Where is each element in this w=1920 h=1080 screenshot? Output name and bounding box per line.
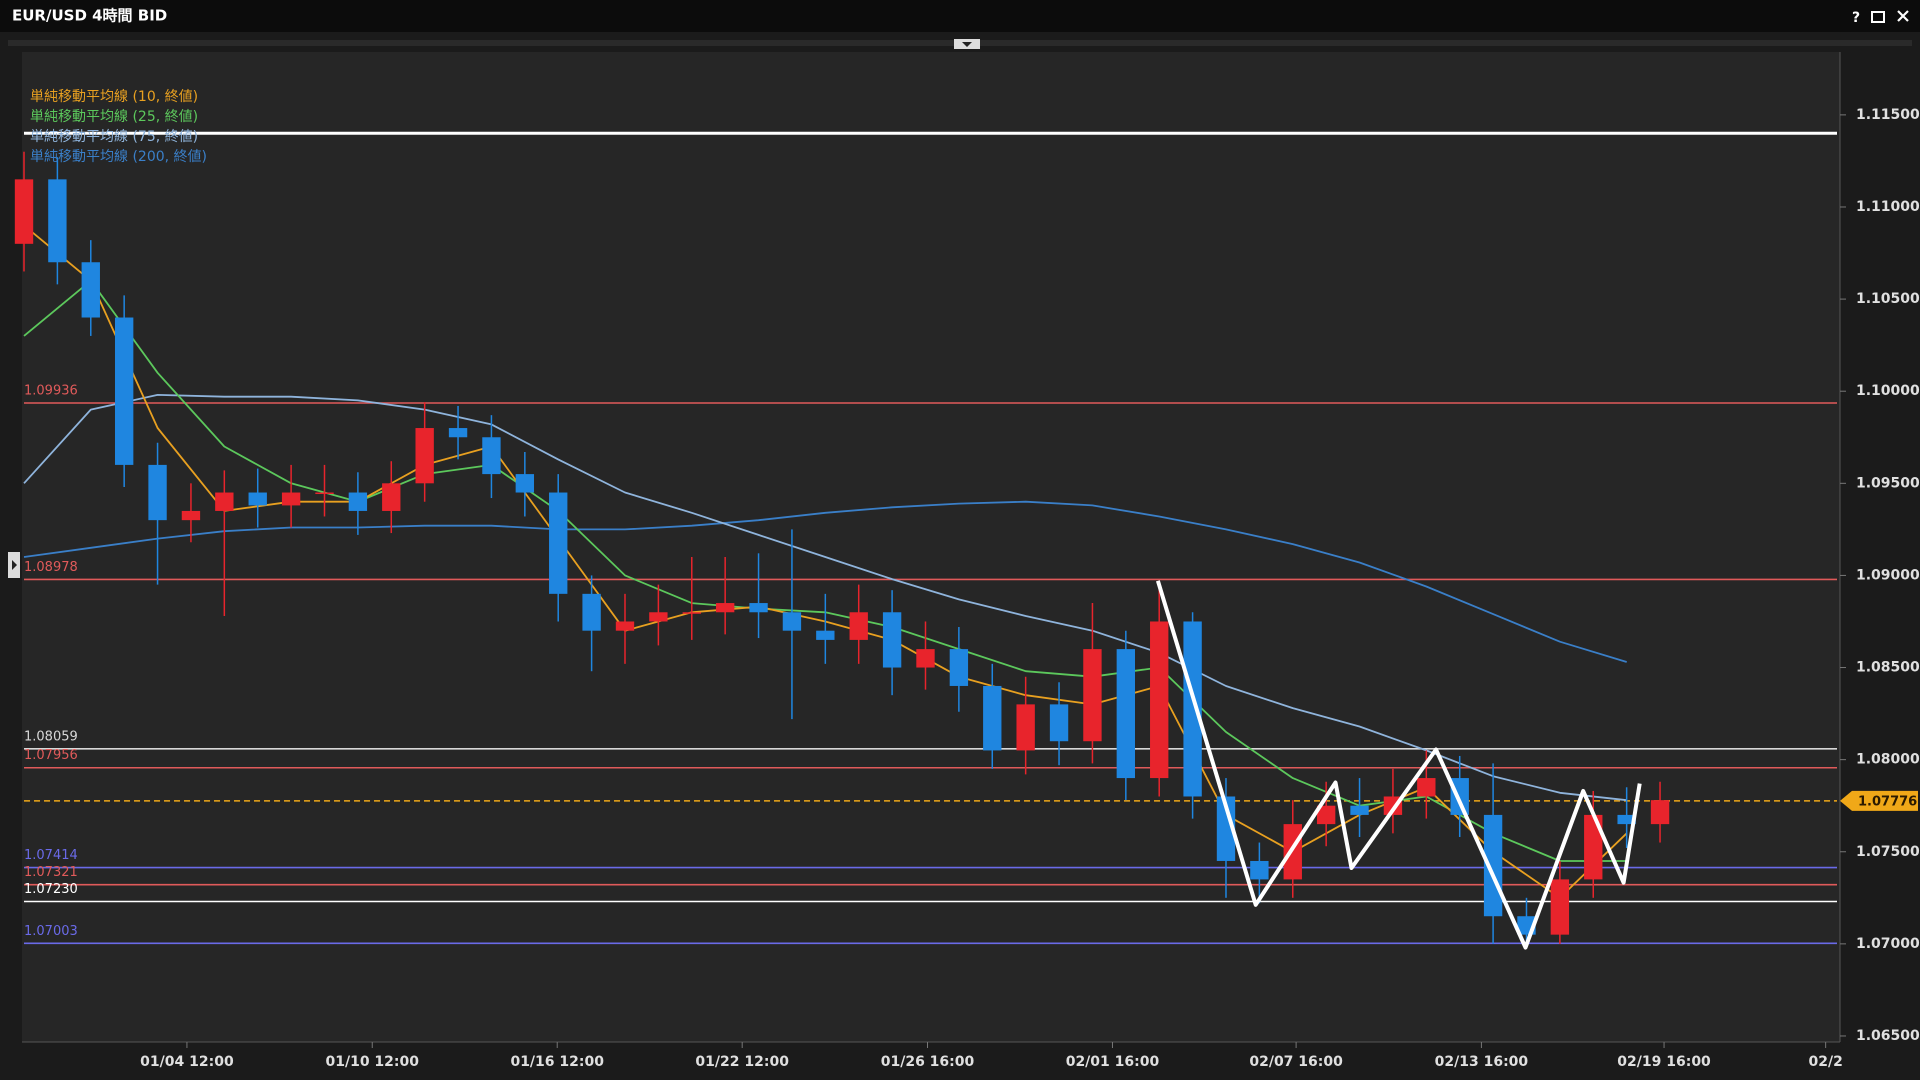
candle-body	[515, 474, 535, 493]
candle-body	[882, 612, 902, 668]
plot-layer: 1.06500 1.07000 1.07500 1.08000 1.08500 1.090…	[14, 89, 1920, 1070]
candle-body	[949, 649, 969, 686]
x-tick-label: 01/16 12:00	[510, 1054, 604, 1070]
x-tick-label: 01/04 12:00	[140, 1054, 234, 1070]
y-tick-label: 1.11000	[1856, 199, 1920, 215]
candle-body	[14, 179, 34, 244]
title-bar	[0, 0, 1920, 32]
help-button[interactable]: ?	[1852, 10, 1860, 26]
candle-body	[482, 437, 501, 475]
legend-entry: 単純移動平均線 (200, 終値)	[30, 149, 207, 165]
candle-body	[1617, 814, 1636, 825]
x-tick-label: 01/22 12:00	[695, 1054, 789, 1070]
candle-body	[1550, 879, 1570, 935]
x-tick-label: 02/07 16:00	[1249, 1054, 1343, 1070]
candle-body	[849, 612, 868, 640]
maximize-button[interactable]	[1871, 11, 1885, 23]
close-button[interactable]	[1897, 10, 1909, 22]
level-label: 1.08978	[24, 560, 78, 575]
current-price-label: 1.07776	[1858, 794, 1917, 809]
level-label: 1.07321	[24, 865, 78, 880]
y-tick-label: 1.08500	[1856, 660, 1920, 676]
candle-body	[1183, 621, 1202, 797]
candle-body	[1283, 824, 1302, 880]
y-tick-label: 1.07000	[1856, 936, 1920, 952]
candle-body	[1483, 814, 1503, 917]
candle-body	[1250, 860, 1269, 880]
candle-body	[1316, 805, 1336, 825]
level-label: 1.07003	[24, 924, 78, 939]
candle-body	[1016, 704, 1035, 751]
side-arrow	[12, 560, 17, 570]
y-tick-label: 1.10500	[1856, 291, 1920, 307]
y-tick-label: 1.09500	[1856, 475, 1920, 491]
level-label: 1.07230	[24, 882, 78, 897]
collapse-arrow	[962, 42, 972, 47]
x-tick-label: 01/26 16:00	[881, 1054, 975, 1070]
y-tick-label: 1.08000	[1856, 752, 1920, 768]
level-label: 1.07956	[24, 748, 78, 763]
window-title: EUR/USD 4時間 BID	[12, 7, 167, 25]
y-tick-label: 1.10000	[1856, 383, 1920, 399]
candle-body	[114, 317, 134, 465]
candle-body	[1584, 814, 1603, 880]
candle-body	[215, 492, 234, 511]
candle-body	[281, 492, 301, 506]
candle-body	[1417, 778, 1436, 797]
x-tick-label: 02/19 16:00	[1617, 1054, 1711, 1070]
candle-body	[1650, 800, 1670, 825]
candle-body	[81, 262, 100, 318]
current-price-tag	[1840, 790, 1918, 811]
candle-body	[1350, 805, 1369, 815]
candle-body	[1049, 704, 1069, 742]
x-tick-label: 02/2	[1808, 1054, 1842, 1070]
legend-entry: 単純移動平均線 (75, 終値)	[30, 129, 198, 145]
moving-average-line	[23, 394, 1627, 802]
candle-body	[148, 464, 167, 521]
candle-body	[315, 492, 334, 495]
candle-body	[782, 612, 802, 631]
candle-body	[448, 428, 468, 438]
candle-body	[48, 179, 67, 263]
candle-body	[749, 603, 768, 613]
zigzag-annotation	[1155, 580, 1642, 950]
plot-area	[22, 52, 1840, 1042]
candle-body	[715, 603, 735, 613]
candle-body	[649, 612, 668, 622]
level-label: 1.07414	[24, 848, 78, 863]
x-tick-label: 02/01 16:00	[1066, 1054, 1160, 1070]
candle-body	[582, 593, 601, 631]
x-tick-label: 01/10 12:00	[325, 1054, 419, 1070]
candle-body	[348, 492, 368, 511]
candle-body	[682, 612, 701, 614]
level-label: 1.09936	[24, 383, 78, 398]
candle-body	[916, 649, 935, 668]
y-tick-label: 1.09000	[1856, 567, 1920, 583]
candle-body	[983, 685, 1002, 751]
candle-body	[181, 510, 201, 521]
legend-entry: 単純移動平均線 (25, 終値)	[30, 109, 198, 125]
candle-body	[1150, 621, 1169, 779]
x-tick-label: 02/13 16:00	[1435, 1054, 1529, 1070]
y-tick-label: 1.07500	[1856, 844, 1920, 860]
candle-body	[1216, 796, 1236, 861]
candle-body	[248, 492, 267, 506]
legend-entry: 単純移動平均線 (10, 終値)	[30, 89, 198, 105]
y-tick-label: 1.11500	[1856, 107, 1920, 123]
y-tick-label: 1.06500	[1856, 1028, 1920, 1044]
candle-body	[816, 630, 835, 640]
candle-body	[415, 428, 434, 484]
level-label: 1.08059	[24, 729, 78, 744]
candle-body	[549, 492, 568, 594]
candle-body	[1083, 649, 1102, 742]
candle-body	[1116, 649, 1136, 779]
candle-body	[615, 621, 635, 631]
candle-body	[382, 483, 401, 511]
